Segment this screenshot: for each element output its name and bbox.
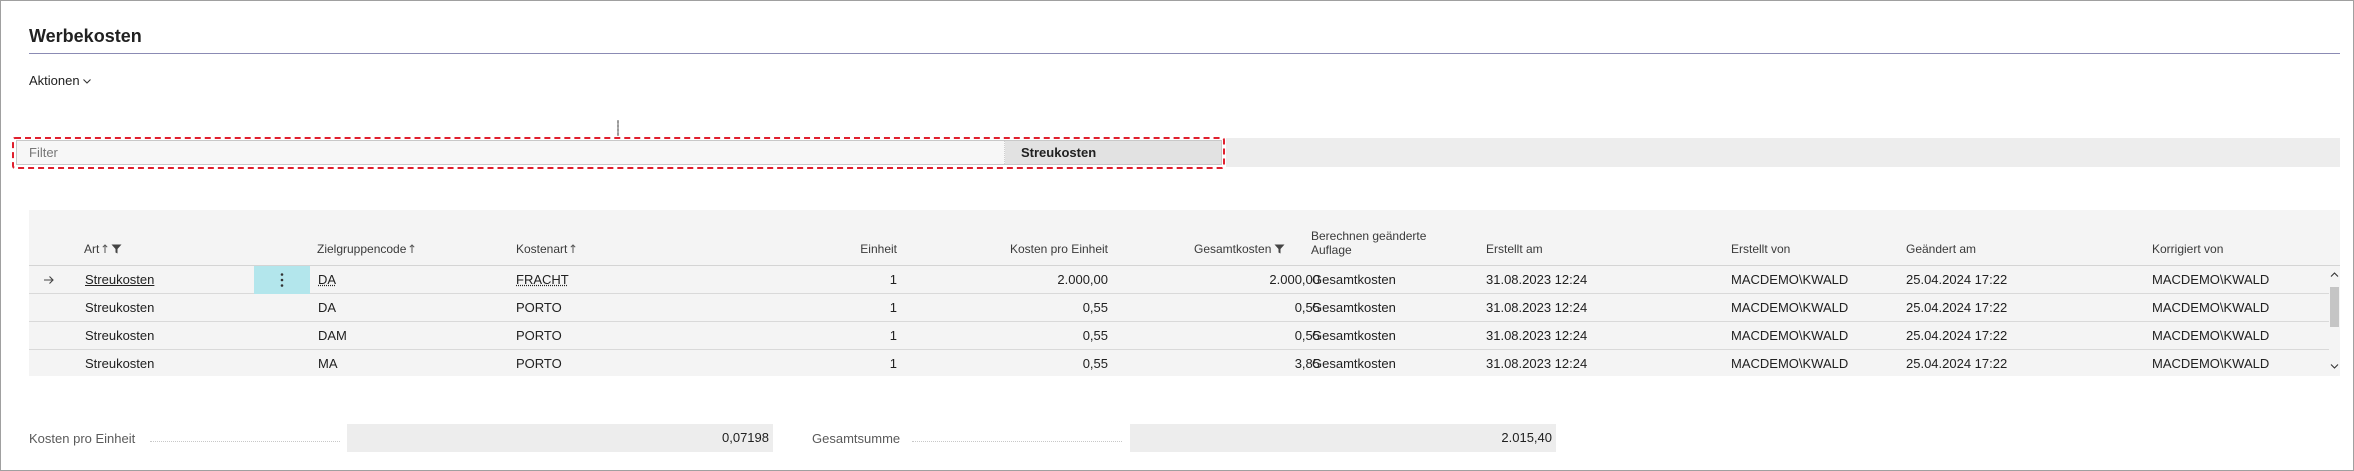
sort-ascending-icon (102, 244, 108, 254)
filter-box: Streukosten (16, 140, 1222, 165)
cell-zielgruppencode[interactable]: DAM (318, 328, 347, 343)
cell-erstellt-von[interactable]: MACDEMO\KWALD (1731, 300, 1849, 315)
cell-kosten-pro-einheit[interactable]: 0,55 (1082, 356, 1108, 371)
cell-art[interactable]: Streukosten (85, 356, 155, 371)
cell-erstellt-am[interactable]: 31.08.2023 12:24 (1486, 328, 1588, 343)
actions-label: Aktionen (29, 73, 80, 88)
cell-geaendert-am[interactable]: 25.04.2024 17:22 (1906, 272, 2008, 287)
filter-icon[interactable] (111, 244, 122, 254)
gesamtsumme-label: Gesamtsumme (812, 431, 901, 446)
cell-geaendert-am[interactable]: 25.04.2024 17:22 (1906, 328, 2008, 343)
cell-erstellt-von[interactable]: MACDEMO\KWALD (1731, 328, 1849, 343)
actions-menu-button[interactable]: Aktionen (29, 73, 92, 88)
cell-korrigiert-von[interactable]: MACDEMO\KWALD (2152, 300, 2270, 315)
chevron-up-icon[interactable] (2330, 271, 2339, 278)
cell-art[interactable]: Streukosten (85, 272, 155, 287)
cell-geaendert-am[interactable]: 25.04.2024 17:22 (1906, 356, 2008, 371)
chevron-down-icon[interactable] (2330, 363, 2339, 370)
cell-kosten-pro-einheit[interactable]: 0,55 (1082, 328, 1108, 343)
cell-erstellt-von[interactable]: MACDEMO\KWALD (1731, 272, 1849, 287)
sort-ascending-icon (409, 244, 415, 254)
column-header-art[interactable]: Art (84, 242, 122, 256)
cell-einheit[interactable]: 1 (889, 300, 897, 315)
cell-zielgruppencode[interactable]: MA (318, 356, 338, 371)
column-header-einheit[interactable]: Einheit (860, 242, 897, 256)
cell-einheit[interactable]: 1 (889, 328, 897, 343)
cell-korrigiert-von[interactable]: MACDEMO\KWALD (2152, 272, 2270, 287)
column-header-erstellt-am[interactable]: Erstellt am (1486, 242, 1543, 256)
kosten-pro-einheit-value: 0,07198 (347, 424, 773, 452)
vertical-scrollbar[interactable] (2329, 265, 2340, 376)
cell-zielgruppencode[interactable]: DA (318, 272, 337, 287)
cell-kostenart[interactable]: FRACHT (516, 272, 569, 287)
table-row[interactable]: Streukosten DA FRACHT 1 2.000,00 2.000,0… (29, 266, 2329, 294)
scrollbar-thumb[interactable] (2330, 287, 2339, 327)
column-header-kostenart[interactable]: Kostenart (516, 242, 576, 256)
cell-berechnen[interactable]: Gesamtkosten (1312, 328, 1396, 343)
cell-gesamtkosten[interactable]: 3,85 (1294, 356, 1320, 371)
column-header-berechnen[interactable]: Berechnen geänderte Auflage (1311, 229, 1427, 257)
leader-dots (150, 441, 340, 442)
cell-kosten-pro-einheit[interactable]: 2.000,00 (1057, 272, 1108, 287)
data-grid: Art Zielgruppencode Kostenart Einheit Ko… (29, 210, 2340, 376)
cell-kostenart[interactable]: PORTO (516, 356, 562, 371)
filter-highlight-outline (12, 137, 1225, 169)
column-header-zielgruppencode[interactable]: Zielgruppencode (317, 242, 415, 256)
arrow-right-icon (43, 266, 55, 294)
filter-tag[interactable]: Streukosten (1005, 141, 1221, 164)
filter-icon[interactable] (1274, 244, 1285, 254)
cell-einheit[interactable]: 1 (889, 272, 897, 287)
filter-input[interactable] (17, 141, 1005, 164)
cell-gesamtkosten[interactable]: 0,55 (1294, 328, 1320, 343)
cell-berechnen[interactable]: Gesamtkosten (1312, 300, 1396, 315)
cell-einheit[interactable]: 1 (889, 356, 897, 371)
cell-erstellt-am[interactable]: 31.08.2023 12:24 (1486, 300, 1588, 315)
column-header-geaendert-am[interactable]: Geändert am (1906, 242, 1977, 256)
cell-berechnen[interactable]: Gesamtkosten (1312, 272, 1396, 287)
cell-zielgruppencode[interactable]: DA (318, 300, 337, 315)
leader-dots (912, 441, 1122, 442)
cell-berechnen[interactable]: Gesamtkosten (1312, 356, 1396, 371)
title-divider (29, 53, 2340, 54)
cell-erstellt-am[interactable]: 31.08.2023 12:24 (1486, 356, 1588, 371)
column-header-korrigiert-von[interactable]: Korrigiert von (2152, 242, 2224, 256)
chevron-down-icon (82, 76, 92, 86)
resize-grip-icon[interactable] (617, 120, 619, 136)
cell-kosten-pro-einheit[interactable]: 0,55 (1082, 300, 1108, 315)
cell-gesamtkosten[interactable]: 2.000,00 (1269, 272, 1320, 287)
gesamtsumme-value: 2.015,40 (1130, 424, 1556, 452)
more-vertical-icon (280, 273, 284, 287)
sort-ascending-icon (570, 244, 576, 254)
cell-korrigiert-von[interactable]: MACDEMO\KWALD (2152, 356, 2270, 371)
column-header-gesamtkosten[interactable]: Gesamtkosten (1194, 242, 1285, 256)
cell-geaendert-am[interactable]: 25.04.2024 17:22 (1906, 300, 2008, 315)
table-row[interactable]: Streukosten MA PORTO 1 0,55 3,85 Gesamtk… (29, 350, 2329, 378)
table-row[interactable]: Streukosten DAM PORTO 1 0,55 0,55 Gesamt… (29, 322, 2329, 350)
filter-bar-background (1226, 138, 2340, 167)
column-header-kosten-pro-einheit[interactable]: Kosten pro Einheit (1009, 242, 1108, 256)
cell-art[interactable]: Streukosten (85, 328, 155, 343)
cell-korrigiert-von[interactable]: MACDEMO\KWALD (2152, 328, 2270, 343)
cell-erstellt-von[interactable]: MACDEMO\KWALD (1731, 356, 1849, 371)
cell-kostenart[interactable]: PORTO (516, 328, 562, 343)
cell-erstellt-am[interactable]: 31.08.2023 12:24 (1486, 272, 1588, 287)
cell-gesamtkosten[interactable]: 0,55 (1294, 300, 1320, 315)
header-divider (29, 265, 2340, 266)
table-row[interactable]: Streukosten DA PORTO 1 0,55 0,55 Gesamtk… (29, 294, 2329, 322)
kosten-pro-einheit-label: Kosten pro Einheit (29, 431, 136, 446)
cell-art[interactable]: Streukosten (85, 300, 155, 315)
row-menu-button[interactable] (254, 266, 310, 294)
column-header-erstellt-von[interactable]: Erstellt von (1731, 242, 1791, 256)
cell-kostenart[interactable]: PORTO (516, 300, 562, 315)
page-title: Werbekosten (29, 26, 142, 46)
